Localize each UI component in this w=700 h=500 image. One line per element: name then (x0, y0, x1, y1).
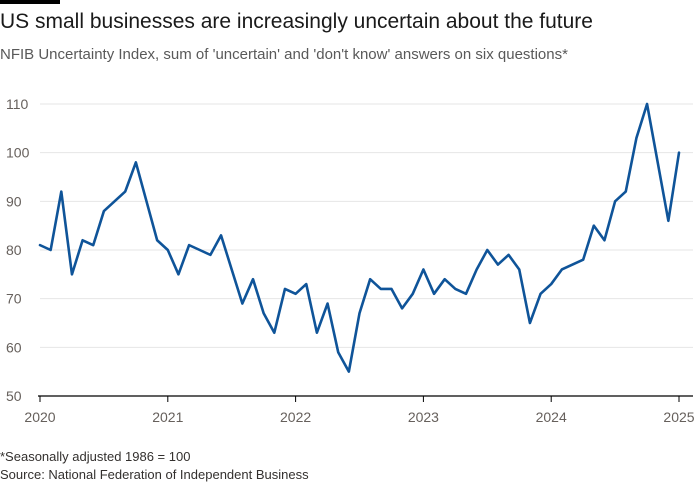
x-tick-label-2023: 2023 (408, 409, 439, 425)
x-tick-label-2025: 2025 (663, 409, 694, 425)
y-tick-label-70: 70 (6, 291, 22, 307)
chart-title: US small businesses are increasingly unc… (0, 10, 593, 33)
series-group (38, 102, 681, 373)
series-line-0 (38, 102, 681, 373)
x-tick-label-2022: 2022 (280, 409, 311, 425)
y-tick-label-110: 110 (6, 96, 29, 112)
footnote: *Seasonally adjusted 1986 = 100 (0, 449, 191, 464)
y-tick-label-90: 90 (6, 193, 22, 209)
x-tick-label-2024: 2024 (536, 409, 567, 425)
x-tick-label-2021: 2021 (152, 409, 183, 425)
x-tick-label-2020: 2020 (24, 409, 55, 425)
y-tick-label-50: 50 (6, 388, 22, 404)
grid-lines (40, 103, 693, 348)
source-note: Source: National Federation of Independe… (0, 467, 309, 482)
top-accent-bar (0, 0, 60, 4)
y-tick-label-80: 80 (6, 242, 22, 258)
y-tick-label-100: 100 (6, 145, 30, 161)
y-tick-label-60: 60 (6, 339, 22, 355)
x-axis: 2020 2021 2022 2023 2024 2025 (24, 395, 695, 425)
y-axis-ticks: 50 60 70 80 90 100 110 (6, 96, 30, 404)
chart-subtitle: NFIB Uncertainty Index, sum of 'uncertai… (0, 46, 568, 63)
